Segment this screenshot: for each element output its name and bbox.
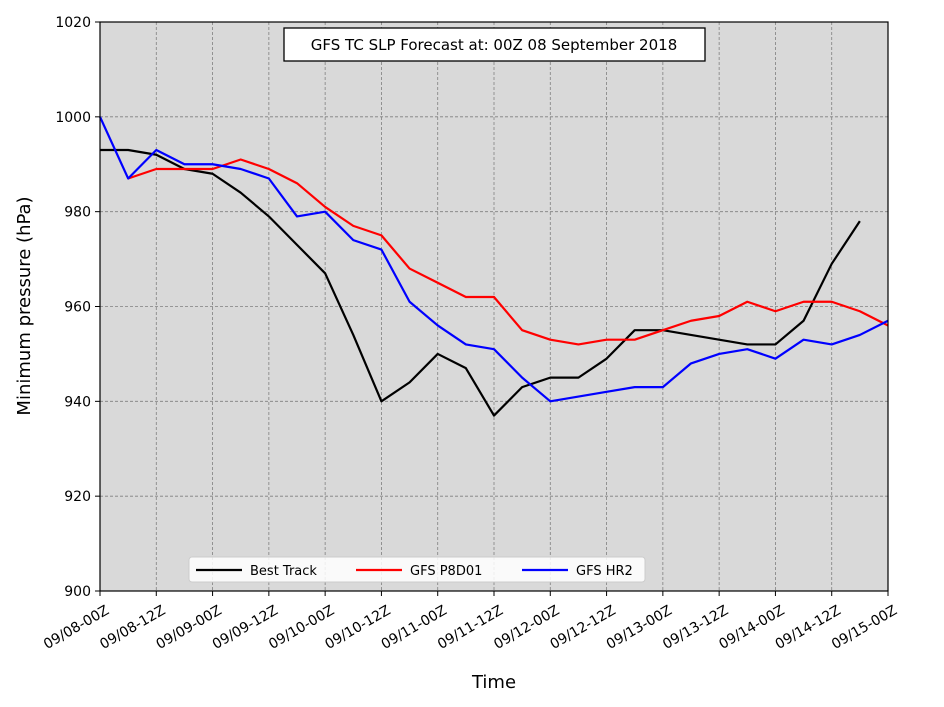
y-axis-label: Minimum pressure (hPa)	[14, 196, 35, 415]
legend-label-0: Best Track	[250, 564, 317, 579]
y-tick-label: 1000	[55, 110, 91, 126]
chart-title: GFS TC SLP Forecast at: 00Z 08 September…	[311, 36, 677, 54]
title-box: GFS TC SLP Forecast at: 00Z 08 September…	[283, 27, 706, 62]
series-line-2	[98, 116, 889, 403]
grid	[100, 22, 888, 591]
legend: Best Track GFS P8D01 GFS HR2	[188, 556, 646, 583]
x-axis: 09/08-00Z09/08-12Z09/09-00Z09/09-12Z09/1…	[41, 591, 900, 653]
y-axis: 900 920 940 960 980 1000 1020	[55, 15, 100, 600]
y-tick-label: 920	[64, 489, 91, 505]
series-lines	[98, 116, 889, 417]
y-tick-label: 900	[64, 584, 91, 600]
series-line-1	[127, 158, 889, 346]
series-line-0	[100, 148, 861, 417]
legend-label-1: GFS P8D01	[410, 564, 482, 579]
y-tick-label: 940	[64, 394, 91, 410]
x-axis-label: Time	[471, 672, 516, 693]
y-tick-label: 1020	[55, 15, 91, 31]
y-tick-label: 980	[64, 205, 91, 221]
y-tick-label: 960	[64, 300, 91, 316]
legend-label-2: GFS HR2	[576, 564, 633, 579]
